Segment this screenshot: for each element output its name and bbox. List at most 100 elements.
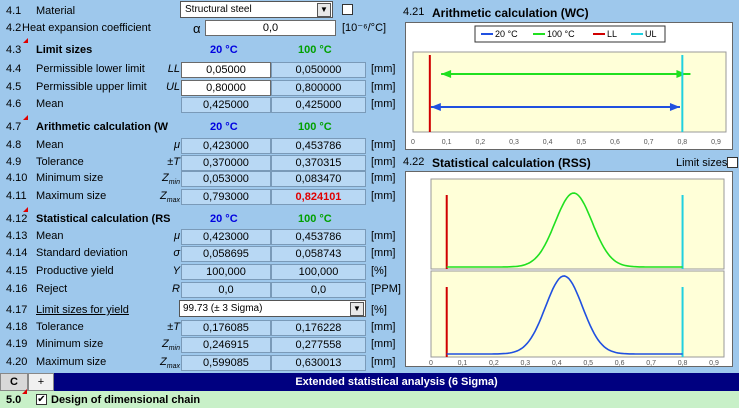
- material-select[interactable]: Structural steel ▼: [180, 1, 333, 18]
- stat-temp2: 100 °C: [298, 213, 332, 225]
- row-symbol: UL: [165, 81, 180, 93]
- x-tick-label: 0,4: [552, 360, 562, 367]
- tab-add[interactable]: +: [28, 373, 54, 391]
- row-num: 4.15: [6, 265, 28, 277]
- chevron-down-icon[interactable]: ▼: [317, 3, 331, 17]
- tab-c[interactable]: C: [0, 373, 28, 391]
- row-unit: [mm]: [371, 356, 396, 368]
- value-20c: 0,423000: [181, 138, 271, 154]
- row-label: Mean: [36, 230, 64, 242]
- limit-sizes-checkbox[interactable]: [727, 157, 738, 168]
- row-num: 4.2: [6, 22, 22, 34]
- value-20c[interactable]: 0,05000: [181, 62, 271, 78]
- series-100c-curve: [446, 192, 683, 268]
- row-num: 4.6: [6, 98, 22, 110]
- stat-title: Statistical calculation (RS: [36, 213, 171, 225]
- footer-title: Extended statistical analysis (6 Sigma): [295, 376, 498, 388]
- row-num: 4.18: [6, 321, 28, 333]
- legend-label: 100 °C: [547, 29, 575, 39]
- value-100c: 0,058743: [271, 246, 366, 262]
- row-label: Productive yield: [36, 265, 114, 277]
- row-label: Mean: [36, 139, 64, 151]
- x-tick-label: 0,6: [610, 139, 620, 146]
- x-tick-label: 0,5: [583, 360, 593, 367]
- row-symbol: ±T: [167, 156, 180, 168]
- row-unit: [mm]: [371, 98, 396, 110]
- x-tick-label: 0,6: [615, 360, 625, 367]
- value-100c: 0,277558: [271, 337, 366, 353]
- row-unit: [mm]: [371, 247, 396, 259]
- row-symbol: ±T: [167, 321, 180, 333]
- chart1-title: Arithmetic calculation (WC): [432, 6, 589, 20]
- x-tick-label: 0: [429, 360, 433, 367]
- material-value: Structural steel: [185, 4, 252, 15]
- design-checkbox[interactable]: ✔: [36, 394, 47, 405]
- value-20c: 0,053000: [181, 171, 271, 187]
- row-num: 4.11: [6, 190, 27, 202]
- series-20c-curve: [446, 275, 683, 355]
- value-20c: 0,423000: [181, 229, 271, 245]
- row-num: 4.8: [6, 139, 22, 151]
- legend-label: LL: [607, 29, 617, 39]
- x-tick-label: 0,1: [458, 360, 468, 367]
- chart2-title: Statistical calculation (RSS): [432, 156, 591, 170]
- row-num: 4.19: [6, 338, 28, 350]
- row-unit: [PPM]: [371, 283, 401, 295]
- value-20c[interactable]: 0,80000: [181, 80, 271, 96]
- value-20c: 100,000: [181, 264, 271, 280]
- material-checkbox[interactable]: [342, 4, 353, 15]
- material-label: Material: [36, 5, 76, 17]
- yield-value: 99.73 (± 3 Sigma): [183, 303, 263, 314]
- row-num: 4.4: [6, 63, 22, 75]
- row-unit: [mm]: [371, 156, 396, 168]
- value-100c: 0,453786: [271, 138, 366, 154]
- chevron-down-icon[interactable]: ▼: [350, 302, 364, 316]
- note-marker: [23, 38, 28, 43]
- x-tick-label: 0,7: [646, 360, 656, 367]
- row-unit: [mm]: [371, 190, 396, 202]
- x-tick-label: 0,2: [475, 139, 485, 146]
- x-tick-label: 0,4: [543, 139, 553, 146]
- bottom-label: Design of dimensional chain: [51, 394, 201, 406]
- x-tick-label: 0,7: [644, 139, 654, 146]
- row-num: 4.10: [6, 172, 28, 184]
- row-label: Permissible upper limit: [36, 81, 147, 93]
- x-tick-label: 0,5: [576, 139, 586, 146]
- value-100c: 0,083470: [271, 171, 366, 187]
- row-symbol: Zmax: [160, 190, 180, 205]
- row-unit: [mm]: [371, 321, 396, 333]
- row-num: 4.9: [6, 156, 22, 168]
- legend-box: [474, 25, 666, 43]
- limits-temp1: 20 °C: [210, 44, 238, 56]
- yield-unit: [%]: [371, 304, 387, 316]
- series-20c-arrow-right: [669, 103, 680, 111]
- value-100c: 0,050000: [271, 62, 366, 78]
- x-tick-label: 0,1: [442, 139, 452, 146]
- plot-area: [430, 178, 725, 270]
- value-100c: 0,0: [271, 282, 366, 298]
- arith-temp2: 100 °C: [298, 121, 332, 133]
- x-tick-label: 0,2: [489, 360, 499, 367]
- yield-select[interactable]: 99.73 (± 3 Sigma) ▼: [179, 300, 366, 317]
- bottom-row: [0, 391, 739, 408]
- value-100c: 0,800000: [271, 80, 366, 96]
- row-num: 4.3: [6, 44, 22, 56]
- row-num: 4.1: [6, 5, 22, 17]
- row-unit: [%]: [371, 265, 387, 277]
- row-label: Maximum size: [36, 190, 107, 202]
- stat-temp1: 20 °C: [210, 213, 238, 225]
- series-100c-arrow-left: [441, 70, 452, 78]
- row-symbol: Zmin: [161, 172, 180, 187]
- limit-sizes-label: Limit sizes: [676, 157, 728, 169]
- value-100c: 0,824101: [271, 189, 366, 205]
- yield-label[interactable]: Limit sizes for yield: [36, 304, 129, 316]
- row-unit: [mm]: [371, 172, 396, 184]
- x-tick-label: 0,3: [520, 360, 530, 367]
- row-unit: [mm]: [371, 81, 396, 93]
- x-tick-label: 0,3: [509, 139, 519, 146]
- row-symbol: μ: [173, 139, 180, 151]
- note-marker: [23, 115, 28, 120]
- heat-input[interactable]: 0,0: [205, 20, 336, 36]
- row-unit: [mm]: [371, 338, 396, 350]
